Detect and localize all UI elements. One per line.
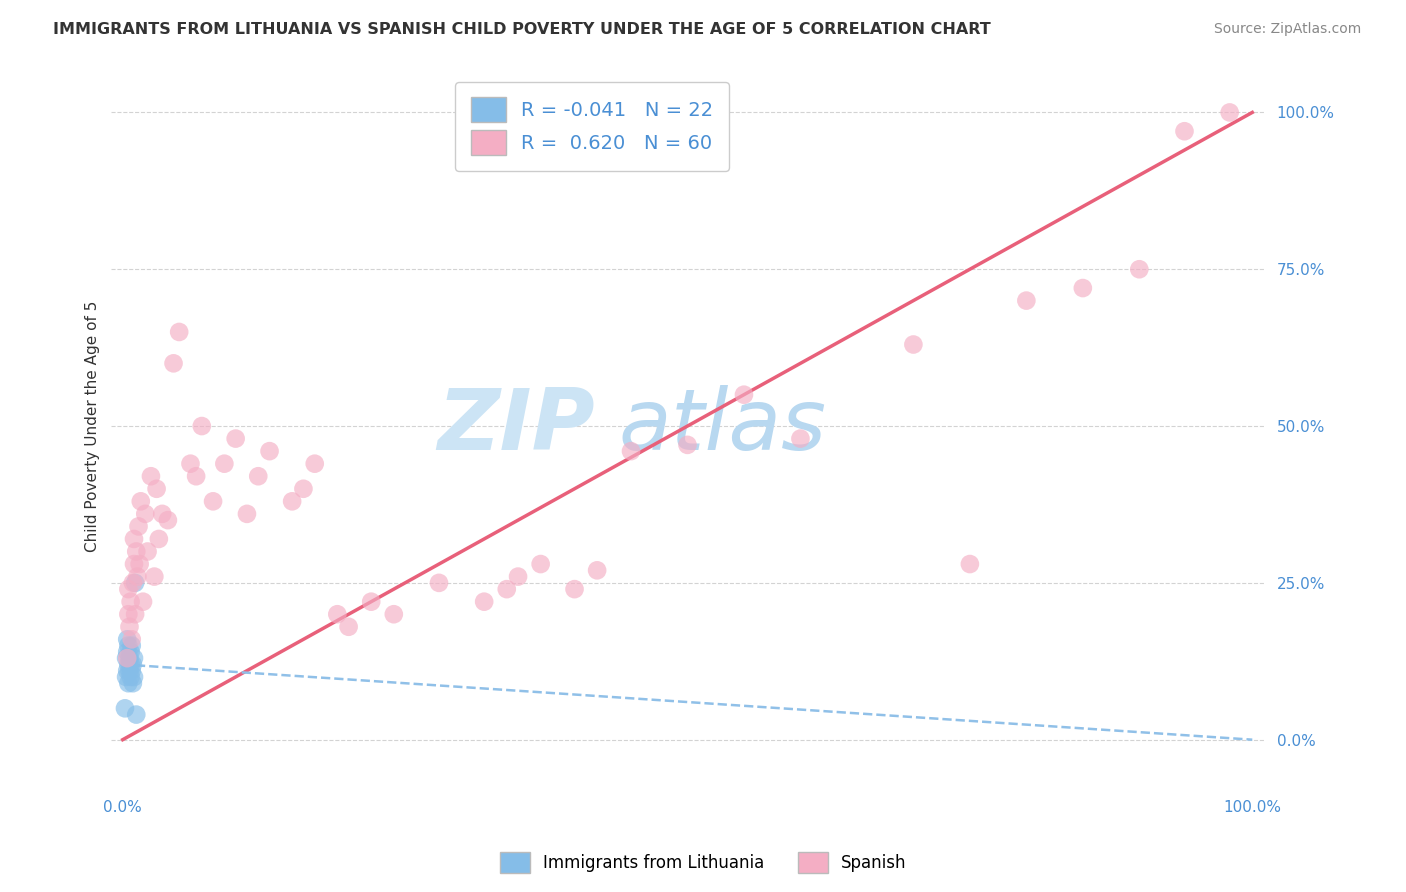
Point xyxy=(136,544,159,558)
Point xyxy=(115,651,138,665)
Point xyxy=(118,664,141,678)
Point xyxy=(1128,262,1150,277)
Point xyxy=(121,664,143,678)
Point xyxy=(360,595,382,609)
Point xyxy=(115,645,138,659)
Point xyxy=(530,557,553,571)
Point xyxy=(122,575,145,590)
Point xyxy=(148,532,170,546)
Point xyxy=(124,575,146,590)
Point xyxy=(959,557,981,571)
Point xyxy=(117,639,139,653)
Point xyxy=(304,457,326,471)
Point xyxy=(120,670,142,684)
Point xyxy=(122,657,145,672)
Point xyxy=(156,513,179,527)
Point xyxy=(117,676,139,690)
Point xyxy=(184,469,207,483)
Point xyxy=(122,670,145,684)
Point xyxy=(120,595,142,609)
Point xyxy=(326,607,349,622)
Point xyxy=(281,494,304,508)
Point xyxy=(1219,105,1241,120)
Point xyxy=(117,657,139,672)
Text: ZIP: ZIP xyxy=(437,384,595,467)
Point xyxy=(903,337,925,351)
Point xyxy=(191,419,214,434)
Point xyxy=(120,645,142,659)
Point xyxy=(292,482,315,496)
Point xyxy=(586,563,609,577)
Point xyxy=(506,569,529,583)
Point xyxy=(134,507,156,521)
Point xyxy=(115,632,138,647)
Point xyxy=(118,620,141,634)
Point xyxy=(115,670,138,684)
Point xyxy=(179,457,201,471)
Point xyxy=(236,507,259,521)
Point xyxy=(382,607,405,622)
Point xyxy=(115,651,138,665)
Point xyxy=(117,607,139,622)
Point xyxy=(214,457,236,471)
Text: Source: ZipAtlas.com: Source: ZipAtlas.com xyxy=(1213,22,1361,37)
Point xyxy=(145,482,167,496)
Point xyxy=(1071,281,1094,295)
Point xyxy=(564,582,586,596)
Legend: R = -0.041   N = 22, R =  0.620   N = 60: R = -0.041 N = 22, R = 0.620 N = 60 xyxy=(456,82,730,170)
Point xyxy=(620,444,643,458)
Point xyxy=(124,607,146,622)
Text: IMMIGRANTS FROM LITHUANIA VS SPANISH CHILD POVERTY UNDER THE AGE OF 5 CORRELATIO: IMMIGRANTS FROM LITHUANIA VS SPANISH CHI… xyxy=(53,22,991,37)
Point xyxy=(125,707,148,722)
Point xyxy=(120,657,142,672)
Point xyxy=(127,569,149,583)
Point xyxy=(427,575,450,590)
Point xyxy=(114,701,136,715)
Y-axis label: Child Poverty Under the Age of 5: Child Poverty Under the Age of 5 xyxy=(86,301,100,552)
Point xyxy=(733,387,755,401)
Point xyxy=(225,432,247,446)
Point xyxy=(118,651,141,665)
Legend: Immigrants from Lithuania, Spanish: Immigrants from Lithuania, Spanish xyxy=(494,846,912,880)
Point xyxy=(115,664,138,678)
Point xyxy=(472,595,495,609)
Point xyxy=(121,632,143,647)
Point xyxy=(1173,124,1195,138)
Point xyxy=(162,356,184,370)
Text: atlas: atlas xyxy=(619,384,827,467)
Point xyxy=(167,325,190,339)
Point xyxy=(139,469,162,483)
Point xyxy=(202,494,225,508)
Point xyxy=(122,651,145,665)
Point xyxy=(121,639,143,653)
Point xyxy=(247,469,270,483)
Point xyxy=(125,544,148,558)
Point xyxy=(128,557,150,571)
Point xyxy=(150,507,173,521)
Point xyxy=(117,582,139,596)
Point xyxy=(259,444,281,458)
Point xyxy=(495,582,517,596)
Point xyxy=(143,569,166,583)
Point xyxy=(122,676,145,690)
Point xyxy=(789,432,811,446)
Point xyxy=(128,519,150,533)
Point xyxy=(676,438,699,452)
Point xyxy=(122,532,145,546)
Point xyxy=(1015,293,1038,308)
Point xyxy=(132,595,155,609)
Point xyxy=(129,494,152,508)
Point xyxy=(122,557,145,571)
Point xyxy=(337,620,360,634)
